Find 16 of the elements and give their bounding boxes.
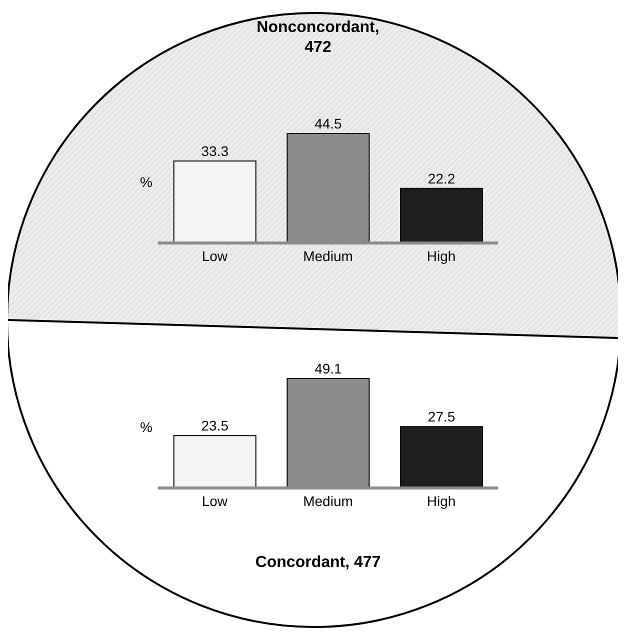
- x-tick-label: Low: [202, 248, 228, 264]
- y-axis-title: %: [140, 174, 152, 190]
- data-label: 33.3: [201, 143, 229, 160]
- y-axis-title: %: [140, 419, 152, 435]
- data-label: 44.5: [314, 115, 342, 132]
- x-tick-label: Low: [202, 492, 228, 509]
- x-tick-label: High: [426, 248, 456, 264]
- chart-title: Nonconcordant, 472: [256, 18, 380, 58]
- data-label: 23.5: [201, 418, 229, 434]
- data-label: 49.1: [314, 360, 342, 376]
- x-tick-label: High: [426, 492, 456, 509]
- x-tick-label: Medium: [303, 492, 353, 509]
- x-tick-label: Medium: [303, 248, 353, 264]
- data-label: 22.2: [428, 170, 456, 186]
- data-label: 27.5: [428, 408, 456, 425]
- text: Concordant, 477: [254, 553, 382, 573]
